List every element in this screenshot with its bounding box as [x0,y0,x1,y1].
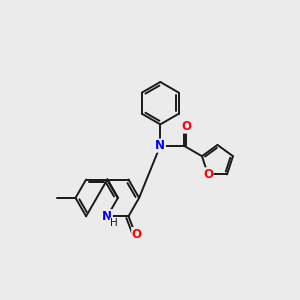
Text: N: N [102,210,112,223]
Text: N: N [155,139,165,152]
Text: O: O [182,120,192,133]
Text: H: H [110,218,118,228]
Text: O: O [132,228,142,241]
Text: O: O [203,168,213,181]
